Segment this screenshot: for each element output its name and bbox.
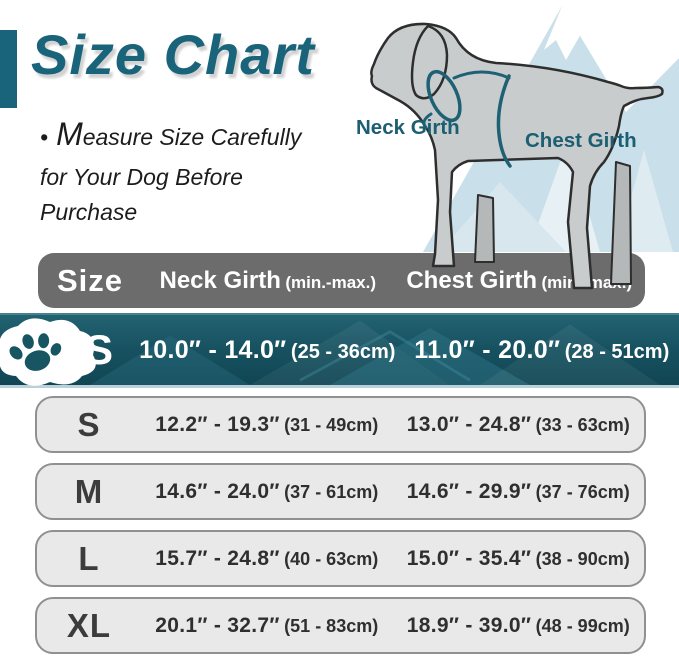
row-s-chest-inches: 13.0″ - 24.8″ bbox=[406, 412, 532, 436]
row-m-neck-girth: 14.6″ - 24.0″ (37 - 61cm) bbox=[141, 480, 393, 504]
page-title: Size Chart bbox=[31, 23, 315, 86]
table-row-s: S 12.2″ - 19.3″ (31 - 49cm) 13.0″ - 24.8… bbox=[35, 396, 646, 453]
row-m-chest-cm: (37 - 76cm) bbox=[535, 481, 630, 502]
dog-measurement-illustration: Neck Girth Chest Girth bbox=[356, 6, 679, 290]
dog-body bbox=[370, 22, 664, 290]
row-xs-chest-inches: 11.0″ - 20.0″ bbox=[414, 335, 561, 364]
row-xs-neck-cm: (25 - 36cm) bbox=[290, 340, 396, 363]
table-row-m: M 14.6″ - 24.0″ (37 - 61cm) 14.6″ - 29.9… bbox=[35, 463, 646, 520]
title-accent-bar bbox=[0, 30, 17, 108]
row-l-neck-girth: 15.7″ - 24.8″ (40 - 63cm) bbox=[141, 547, 393, 571]
row-xl-neck-girth: 20.1″ - 32.7″ (51 - 83cm) bbox=[141, 614, 393, 638]
row-m-size-label: M bbox=[74, 472, 104, 510]
harness-shoulder-strap bbox=[452, 70, 511, 80]
row-s-neck-cm: (31 - 49cm) bbox=[284, 414, 379, 435]
row-l-neck-cm: (40 - 63cm) bbox=[284, 548, 379, 569]
row-m-neck-inches: 14.6″ - 24.0″ bbox=[155, 479, 280, 503]
row-xl-chest-girth: 18.9″ - 39.0″ (48 - 99cm) bbox=[393, 614, 645, 638]
row-l-chest-cm: (38 - 90cm) bbox=[535, 548, 630, 569]
neck-girth-loop-end bbox=[422, 112, 433, 130]
row-xl-neck-cm: (51 - 83cm) bbox=[284, 615, 379, 636]
chest-girth-label: Chest Girth bbox=[525, 129, 637, 152]
row-s-chest-girth: 13.0″ - 24.8″ (33 - 63cm) bbox=[393, 413, 645, 437]
girth-measure-lines bbox=[422, 69, 512, 168]
row-l-size-label: L bbox=[78, 539, 100, 577]
dog-far-front-leg bbox=[474, 194, 495, 263]
paw-flourish-icon bbox=[0, 318, 96, 386]
row-m-chest-girth: 14.6″ - 29.9″ (37 - 76cm) bbox=[393, 480, 645, 504]
row-xl-neck-inches: 20.1″ - 32.7″ bbox=[155, 613, 280, 637]
row-l-chest-inches: 15.0″ - 35.4″ bbox=[406, 546, 532, 570]
row-s-neck-girth: 12.2″ - 19.3″ (31 - 49cm) bbox=[141, 413, 393, 437]
row-xl-size-label: XL bbox=[66, 606, 112, 644]
row-l-chest-girth: 15.0″ - 35.4″ (38 - 90cm) bbox=[393, 547, 645, 571]
row-xs-size-label: XS bbox=[55, 326, 115, 373]
header-size: Size bbox=[56, 262, 124, 298]
row-m-chest-inches: 14.6″ - 29.9″ bbox=[406, 479, 532, 503]
chest-girth-loop bbox=[496, 74, 512, 168]
table-row-l: L 15.7″ - 24.8″ (40 - 63cm) 15.0″ - 35.4… bbox=[35, 530, 646, 587]
note-line1: • Measure Size Carefully bbox=[40, 116, 302, 152]
row-xl-chest-inches: 18.9″ - 39.0″ bbox=[406, 613, 532, 637]
note-line3: Purchase bbox=[40, 199, 138, 226]
table-header-row: Size Neck Girth (min.-max.) Chest Girth … bbox=[38, 253, 645, 308]
dog-ear bbox=[410, 24, 449, 100]
row-s-neck-inches: 12.2″ - 19.3″ bbox=[155, 412, 280, 436]
note-lead-initial: M bbox=[56, 116, 83, 152]
header-neck-girth-main: Neck Girth bbox=[159, 266, 281, 294]
row-xl-chest-cm: (48 - 99cm) bbox=[535, 615, 630, 636]
header-neck-girth-sub: (min.-max.) bbox=[285, 272, 376, 292]
note-line1-text: easure Size Carefully bbox=[82, 124, 302, 150]
row-s-size-label: S bbox=[77, 405, 101, 443]
note-line2: for Your Dog Before bbox=[40, 163, 243, 190]
row-s-chest-cm: (33 - 63cm) bbox=[535, 414, 630, 435]
dog-silhouette bbox=[370, 22, 664, 290]
table-row-xs-highlighted: XS 10.0″ - 14.0″ (25 - 36cm) 11.0″ - 20.… bbox=[0, 313, 679, 388]
row-xs-chest-girth: 11.0″ - 20.0″ (28 - 51cm) bbox=[405, 336, 679, 365]
row-l-neck-inches: 15.7″ - 24.8″ bbox=[155, 546, 280, 570]
row-m-neck-cm: (37 - 61cm) bbox=[284, 481, 379, 502]
dog-far-rear-leg bbox=[610, 161, 632, 285]
row-xs-neck-girth: 10.0″ - 14.0″ (25 - 36cm) bbox=[130, 336, 405, 365]
note-bullet: • bbox=[40, 124, 49, 150]
neck-girth-loop bbox=[426, 69, 462, 123]
header-neck-girth: Neck Girth (min.-max.) bbox=[142, 267, 394, 295]
header-chest-girth-main: Chest Girth bbox=[406, 266, 538, 294]
table-row-xl: XL 20.1″ - 32.7″ (51 - 83cm) 18.9″ - 39.… bbox=[35, 597, 646, 654]
row-xs-neck-inches: 10.0″ - 14.0″ bbox=[139, 335, 287, 364]
row-xs-chest-cm: (28 - 51cm) bbox=[564, 340, 670, 363]
neck-girth-label: Neck Girth bbox=[356, 116, 460, 139]
band-mountain-pattern bbox=[90, 320, 660, 385]
measure-note: • Measure Size Carefully for Your Dog Bef… bbox=[40, 110, 360, 231]
